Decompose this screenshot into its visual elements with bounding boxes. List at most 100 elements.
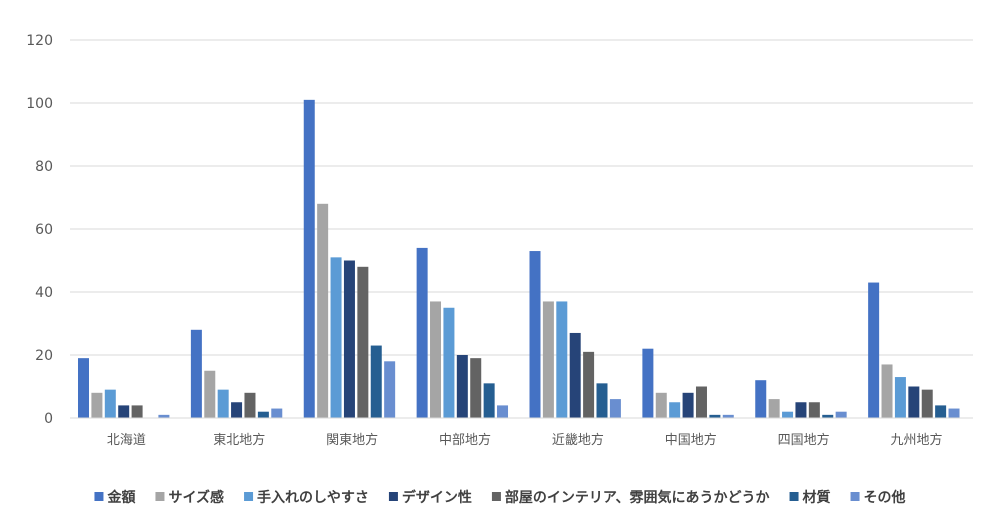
legend: 金額 サイズ感 手入れのしやすさ デザイン性 部屋のインテリア、雰囲気にあうかどうか 材質… [94,489,906,506]
y-axis-tick-labels: 0 20 40 60 80 100 120 [26,33,53,427]
bar-5-5 [583,351,595,418]
bar-2-6 [655,392,667,418]
legend-item-3: 手入れのしやすさ [244,489,369,506]
y-tick-label-0: 0 [44,411,53,427]
bar-3-5 [556,301,568,418]
bar-4-6 [682,392,694,418]
bar-1-1 [78,358,89,418]
series-2 [91,203,893,418]
y-tick-label-60: 60 [35,222,53,238]
bar-3-6 [669,402,681,418]
bar-1-7 [755,380,767,418]
x-category-label-1: 北海道 [107,433,146,448]
legend-swatch-3 [244,492,254,501]
bar-3-4 [443,307,455,418]
bar-7-4 [497,405,509,418]
bar-4-4 [456,355,468,418]
legend-label-7: その他 [864,489,906,506]
legend-item-5: 部屋のインテリア、雰囲気にあうかどうか [491,489,770,506]
bar-5-7 [808,402,820,418]
x-category-label-7: 四国地方 [778,432,830,448]
bar-1-5 [529,251,541,418]
bar-6-2 [257,411,269,418]
x-axis-category-labels: 北海道 東北地方 関東地方 中部地方 近畿地方 中国地方 四国地方 九州地方 [107,432,943,448]
bar-2-2 [204,370,216,418]
bar-4-7 [795,402,807,418]
bar-4-5 [569,332,581,418]
bar-6-3 [370,345,382,418]
x-category-label-5: 近畿地方 [552,432,604,448]
bar-1-6 [642,348,654,418]
y-tick-label-20: 20 [35,348,53,364]
bar-6-6 [709,414,721,418]
legend-item-7: その他 [850,489,906,506]
bar-5-4 [470,358,482,418]
legend-label-2: サイズ感 [168,489,224,506]
bar-5-1 [131,405,143,418]
bar-7-3 [384,361,396,418]
legend-swatch-4 [388,492,398,501]
bar-2-8 [881,364,893,418]
bar-3-2 [217,389,229,418]
bar-7-5 [609,399,621,418]
legend-item-2: サイズ感 [155,489,224,506]
bar-4-2 [231,402,243,418]
bar-1-8 [868,282,880,418]
bar-7-6 [722,414,734,418]
legend-item-4: デザイン性 [388,489,472,506]
y-tick-label-80: 80 [35,159,53,175]
y-tick-label-40: 40 [35,285,53,301]
legend-item-1: 金額 [94,489,135,506]
legend-swatch-1 [94,492,104,501]
bar-4-8 [908,386,920,418]
legend-label-1: 金額 [106,489,135,506]
legend-label-6: 材質 [803,489,831,506]
bar-2-3 [317,203,329,418]
bar-2-7 [768,399,780,418]
series-1 [78,99,880,418]
legend-label-5: 部屋のインテリア、雰囲気にあうかどうか [505,489,770,506]
x-category-label-6: 中国地方 [665,432,717,448]
bar-6-5 [596,383,608,418]
bar-7-7 [835,411,847,418]
y-tick-label-100: 100 [26,96,53,112]
bar-3-3 [330,257,342,418]
legend-swatch-5 [491,492,501,501]
bar-5-6 [695,386,707,418]
bar-1-3 [303,99,315,418]
legend-label-3: 手入れのしやすさ [257,489,369,506]
bar-5-8 [921,389,933,418]
legend-swatch-2 [155,492,165,501]
series-6 [257,345,947,418]
x-category-label-8: 九州地方 [891,432,943,448]
x-category-label-4: 中部地方 [439,432,491,448]
bar-2-4 [430,301,442,418]
series-3 [104,257,906,418]
bar-3-8 [894,377,906,418]
x-category-label-3: 関東地方 [326,432,378,448]
bar-6-4 [483,383,495,418]
bar-1-2 [190,329,202,418]
bar-4-1 [118,405,130,418]
series-5 [131,266,933,418]
bars [78,99,960,418]
series-7 [158,361,960,418]
y-tick-label-120: 120 [26,33,53,49]
legend-label-4: デザイン性 [402,489,472,506]
bar-3-1 [104,389,116,418]
bar-3-7 [782,411,794,418]
bar-7-1 [158,414,170,418]
bar-4-3 [343,260,355,418]
bar-5-3 [357,266,369,418]
legend-swatch-6 [789,492,799,501]
series-4 [118,260,920,418]
gridlines [70,39,973,356]
bar-1-4 [416,247,428,418]
legend-item-6: 材質 [789,489,831,506]
legend-swatch-7 [850,492,860,501]
bar-6-8 [935,405,947,418]
bar-2-5 [542,301,554,418]
x-category-label-2: 東北地方 [213,432,265,448]
bar-7-2 [271,408,283,418]
